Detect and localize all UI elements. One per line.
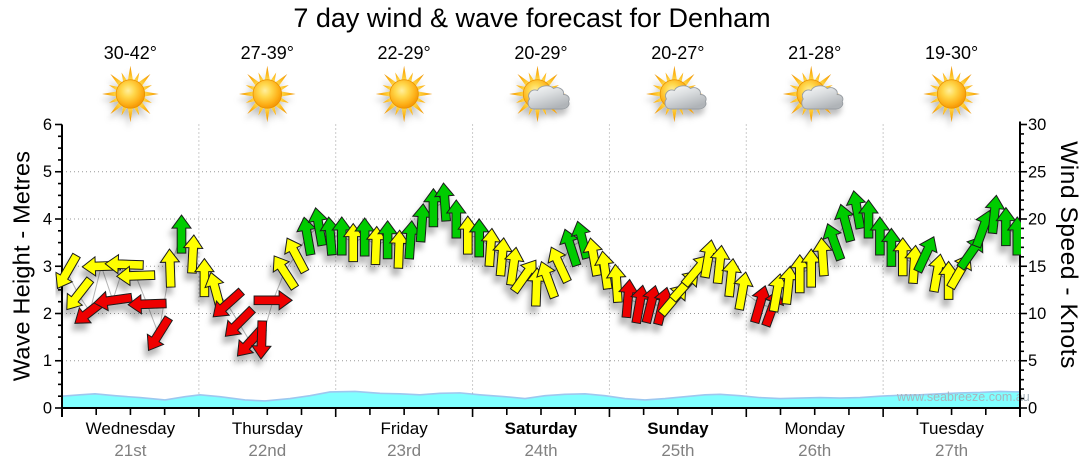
svg-text:5: 5	[43, 163, 52, 181]
svg-text:0: 0	[1028, 400, 1037, 418]
svg-text:23rd: 23rd	[387, 441, 421, 460]
svg-text:21-28°: 21-28°	[788, 43, 841, 63]
svg-text:30-42°: 30-42°	[104, 43, 157, 63]
svg-text:22nd: 22nd	[248, 441, 286, 460]
svg-text:19-30°: 19-30°	[925, 43, 978, 63]
svg-text:Wind Speed - Knots: Wind Speed - Knots	[1055, 141, 1080, 369]
svg-text:7 day wind & wave forecast for: 7 day wind & wave forecast for Denham	[293, 3, 770, 33]
svg-text:24th: 24th	[524, 441, 557, 460]
svg-text:4: 4	[43, 211, 52, 229]
svg-text:30: 30	[1028, 116, 1046, 134]
svg-text:26th: 26th	[798, 441, 831, 460]
svg-text:20-27°: 20-27°	[651, 43, 704, 63]
svg-text:5: 5	[1028, 352, 1037, 370]
svg-text:22-29°: 22-29°	[377, 43, 430, 63]
svg-text:3: 3	[43, 258, 52, 276]
svg-text:Friday: Friday	[380, 419, 428, 438]
svg-text:www.seabreeze.com.au: www.seabreeze.com.au	[896, 390, 1030, 404]
svg-text:27th: 27th	[935, 441, 968, 460]
svg-text:2: 2	[43, 305, 52, 323]
svg-text:20-29°: 20-29°	[514, 43, 567, 63]
svg-text:27-39°: 27-39°	[241, 43, 294, 63]
svg-text:15: 15	[1028, 258, 1046, 276]
svg-text:Wave Height - Metres: Wave Height - Metres	[9, 151, 35, 381]
svg-text:Sunday: Sunday	[647, 419, 709, 438]
svg-text:Saturday: Saturday	[505, 419, 578, 438]
svg-text:0: 0	[43, 400, 52, 418]
svg-text:Wednesday: Wednesday	[86, 419, 176, 438]
svg-text:21st: 21st	[114, 441, 146, 460]
svg-text:10: 10	[1028, 305, 1046, 323]
svg-text:20: 20	[1028, 211, 1046, 229]
svg-text:6: 6	[43, 116, 52, 134]
svg-text:Tuesday: Tuesday	[919, 419, 984, 438]
svg-text:25: 25	[1028, 163, 1046, 181]
svg-text:Monday: Monday	[784, 419, 845, 438]
svg-text:Thursday: Thursday	[232, 419, 303, 438]
svg-text:25th: 25th	[661, 441, 694, 460]
svg-text:1: 1	[43, 352, 52, 370]
